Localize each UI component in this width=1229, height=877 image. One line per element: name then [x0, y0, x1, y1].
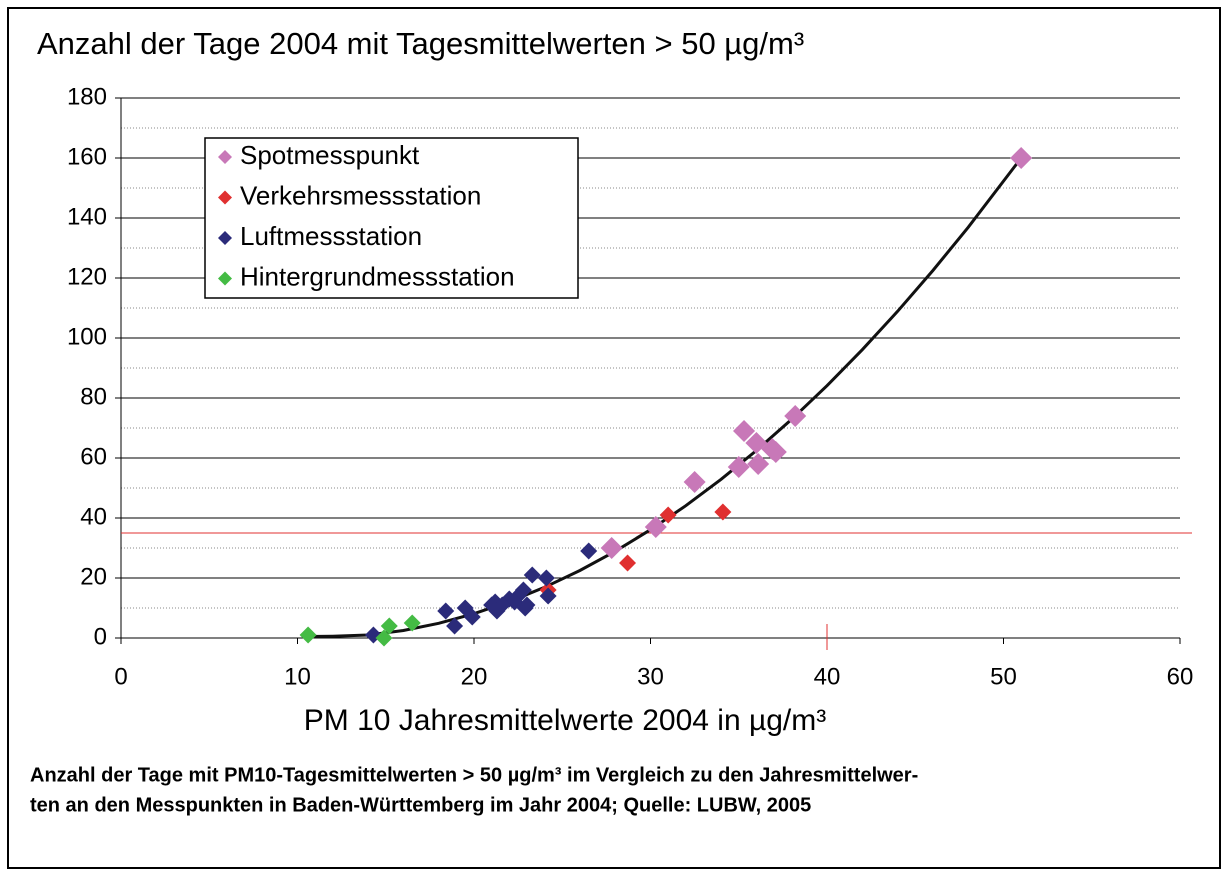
point — [446, 617, 464, 635]
x-tick-label: 60 — [1167, 663, 1194, 690]
y-tick-label: 180 — [67, 83, 107, 110]
point — [539, 587, 557, 605]
legend-label: Verkehrsmessstation — [240, 180, 481, 210]
point — [488, 602, 506, 620]
point — [437, 602, 455, 620]
legend-label: Luftmessstation — [240, 221, 422, 251]
point — [1010, 147, 1033, 169]
x-axis-label: PM 10 Jahresmittelwerte 2004 in µg/m³ — [304, 704, 827, 737]
x-tick-label: 30 — [637, 663, 664, 690]
point — [683, 471, 706, 493]
y-tick-label: 100 — [67, 323, 107, 350]
legend — [204, 137, 579, 299]
y-tick-label: 40 — [80, 503, 107, 530]
x-tick-label: 40 — [814, 663, 841, 690]
y-tick-label: 20 — [80, 563, 107, 590]
point — [299, 626, 317, 644]
point — [518, 596, 536, 614]
point — [714, 503, 732, 521]
point — [764, 441, 787, 463]
point — [456, 599, 474, 617]
point — [523, 566, 541, 584]
legend-marker — [218, 190, 232, 205]
y-tick-label: 60 — [80, 443, 107, 470]
x-tick-label: 0 — [114, 663, 127, 690]
legend-label: Hintergrundmessstation — [240, 261, 515, 291]
point — [580, 542, 598, 560]
x-tick-label: 20 — [461, 663, 488, 690]
y-tick-label: 160 — [67, 143, 107, 170]
point — [537, 569, 555, 587]
point — [600, 537, 623, 559]
y-tick-label: 0 — [94, 623, 107, 650]
frame — [7, 7, 1221, 869]
point — [644, 516, 667, 538]
y-tick-label: 120 — [67, 263, 107, 290]
point — [375, 629, 393, 647]
x-tick-label: 10 — [284, 663, 311, 690]
caption: Anzahl der Tage mit PM10-Tagesmittelwert… — [30, 764, 918, 786]
point — [619, 554, 637, 572]
legend-marker — [218, 150, 232, 164]
point — [659, 506, 677, 524]
y-tick-label: 140 — [67, 203, 107, 230]
legend-marker — [218, 271, 232, 286]
point — [727, 456, 750, 478]
point — [380, 617, 398, 635]
x-tick-label: 50 — [990, 663, 1017, 690]
caption: ten an den Messpunkten in Baden-Württemb… — [30, 794, 811, 816]
point — [747, 453, 770, 475]
legend-marker — [218, 231, 232, 245]
legend-label: Spotmesspunkt — [240, 140, 420, 170]
point — [403, 614, 421, 632]
chart-title: Anzahl der Tage 2004 mit Tagesmittelwert… — [37, 26, 804, 61]
point — [784, 405, 807, 427]
point — [733, 420, 756, 442]
y-tick-label: 80 — [80, 383, 107, 410]
